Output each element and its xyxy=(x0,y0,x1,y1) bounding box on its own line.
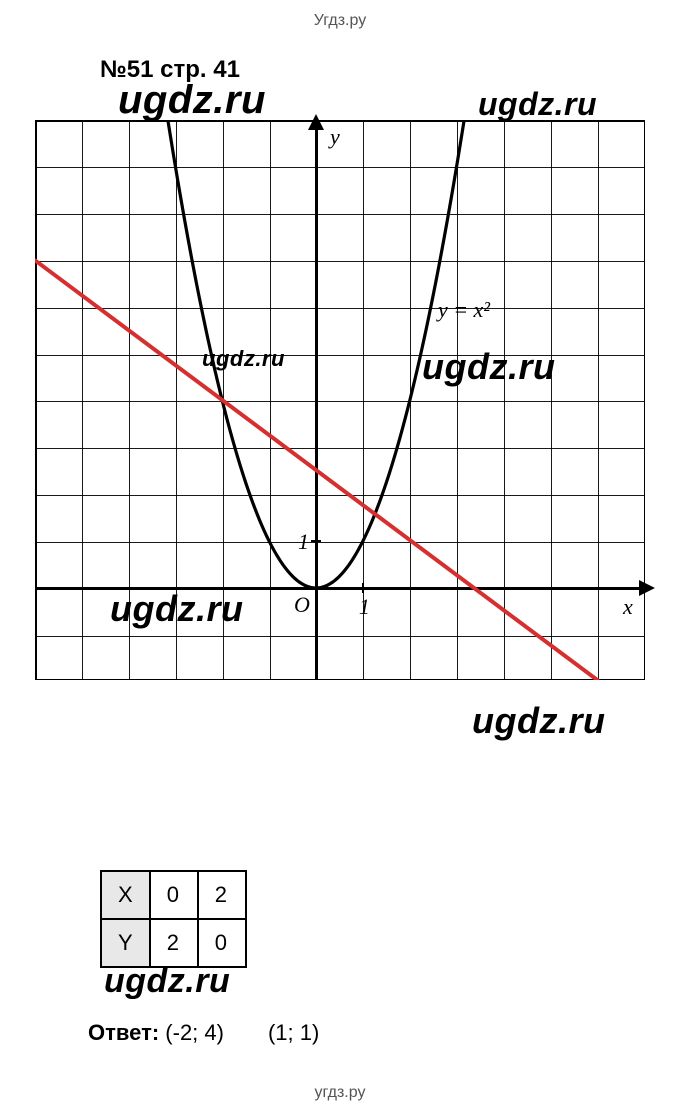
plot-svg xyxy=(35,120,645,680)
table-row: Y 2 0 xyxy=(101,919,246,967)
table-cell: 0 xyxy=(198,919,246,967)
answer-line: Ответ: (-2; 4) (1; 1) xyxy=(88,1020,319,1046)
table-cell: 0 xyxy=(150,871,198,919)
table-header-y: Y xyxy=(101,919,150,967)
table-cell: 2 xyxy=(150,919,198,967)
answer-label: Ответ: xyxy=(88,1020,159,1045)
table-row: X 0 2 xyxy=(101,871,246,919)
table-header-x: X xyxy=(101,871,150,919)
parabola-curve xyxy=(161,120,471,588)
watermark: ugdz.ru xyxy=(118,78,266,123)
values-table: X 0 2 Y 2 0 xyxy=(100,870,247,968)
graph-area: y x 1 1 O y = x² xyxy=(35,120,645,760)
table-cell: 2 xyxy=(198,871,246,919)
page-header-site: Угдз.ру xyxy=(0,0,680,30)
solution-line xyxy=(35,260,597,680)
watermark: ugdz.ru xyxy=(478,86,597,123)
page-footer-site: угдз.ру xyxy=(0,1084,680,1102)
answer-values: (-2; 4) (1; 1) xyxy=(165,1020,319,1045)
